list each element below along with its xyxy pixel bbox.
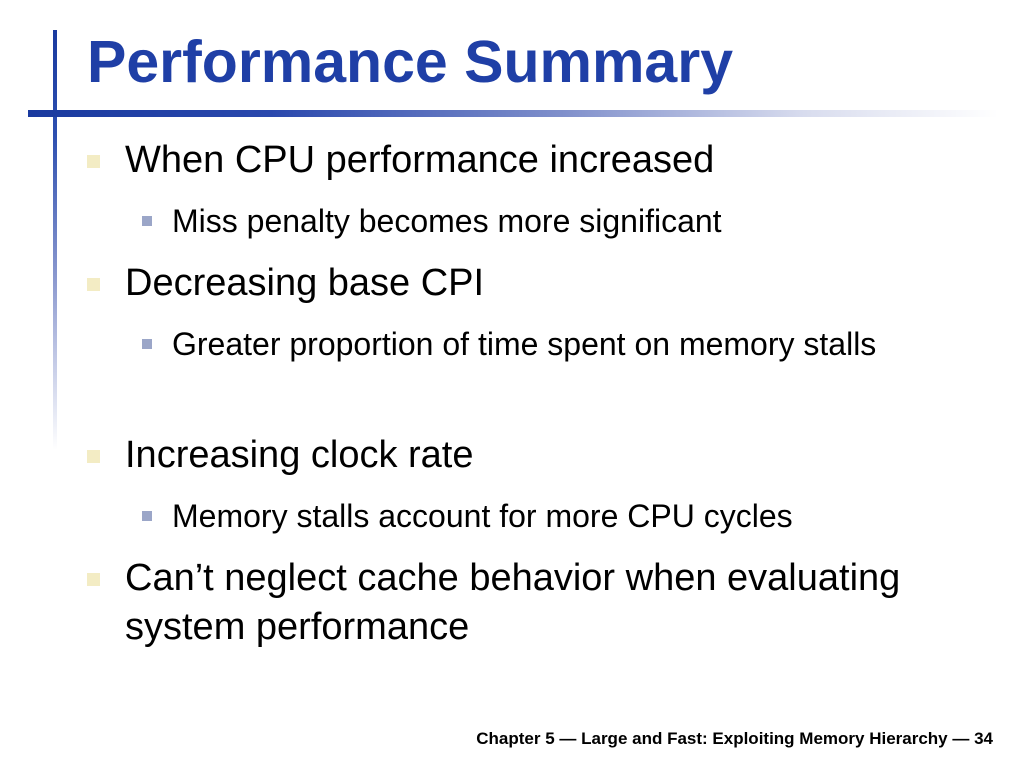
bullet-item: Decreasing base CPI — [87, 259, 1005, 308]
square-bullet-icon — [87, 155, 100, 168]
square-bullet-icon — [87, 573, 100, 586]
square-bullet-icon — [87, 278, 100, 291]
sub-bullet-text: Miss penalty becomes more significant — [172, 203, 722, 239]
bullet-item: When CPU performance increased — [87, 136, 1005, 185]
square-bullet-icon — [142, 339, 152, 349]
sub-bullet-item: Greater proportion of time spent on memo… — [142, 321, 962, 367]
bullet-item: Increasing clock rate — [87, 431, 1005, 480]
sub-bullet-text: Memory stalls account for more CPU cycle… — [172, 498, 793, 534]
bullet-text: When CPU performance increased — [125, 139, 715, 181]
sub-bullet-item: Memory stalls account for more CPU cycle… — [142, 493, 962, 539]
square-bullet-icon — [142, 511, 152, 521]
bullet-text: Increasing clock rate — [125, 434, 474, 476]
vertical-accent-bar — [53, 30, 57, 450]
bullet-text: Can’t neglect cache behavior when evalua… — [125, 557, 901, 648]
square-bullet-icon — [142, 216, 152, 226]
slide-footer: Chapter 5 — Large and Fast: Exploiting M… — [476, 729, 993, 748]
square-bullet-icon — [87, 450, 100, 463]
horizontal-accent-bar — [28, 110, 998, 117]
bullet-list: When CPU performance increased Miss pena… — [87, 136, 1005, 652]
bullet-text: Decreasing base CPI — [125, 262, 485, 304]
bullet-item: Can’t neglect cache behavior when evalua… — [87, 554, 1005, 652]
sub-bullet-text: Greater proportion of time spent on memo… — [172, 326, 877, 362]
slide-title: Performance Summary — [87, 29, 734, 95]
sub-bullet-item: Miss penalty becomes more significant — [142, 198, 962, 244]
